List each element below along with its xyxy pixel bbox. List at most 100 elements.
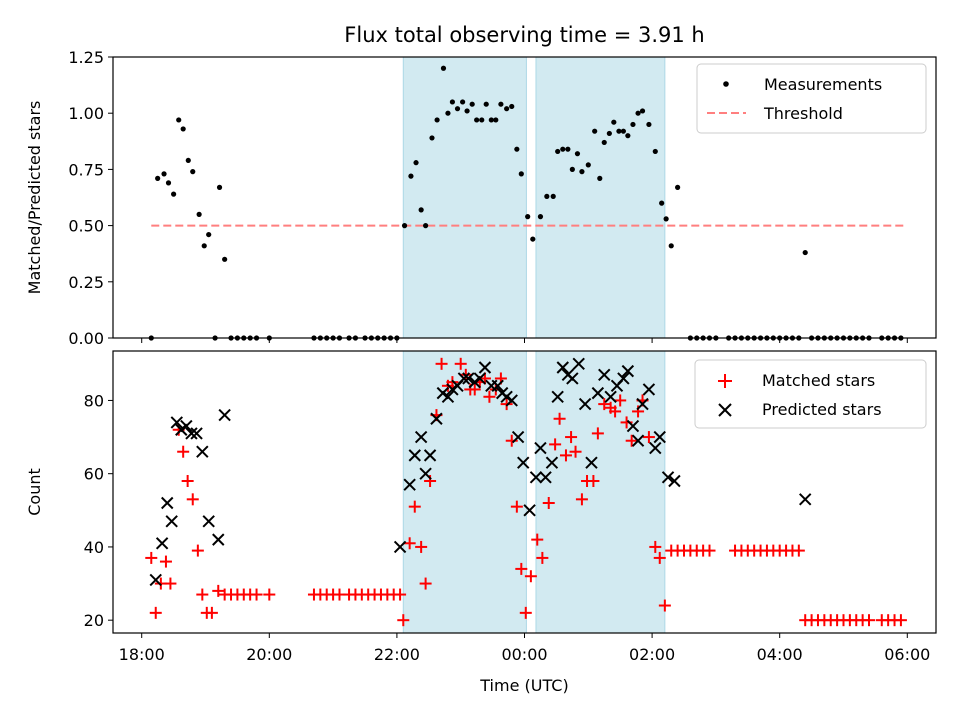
matched-star-point bbox=[536, 551, 549, 564]
x-tick-label: 18:00 bbox=[119, 645, 165, 664]
measurement-point bbox=[401, 223, 408, 229]
matched-star-point bbox=[653, 551, 666, 564]
measurement-point bbox=[616, 128, 622, 134]
legend-measurements-label: Measurements bbox=[764, 75, 882, 94]
matched-star-point bbox=[569, 445, 582, 458]
measurement-point bbox=[518, 171, 524, 177]
measurement-point bbox=[565, 146, 571, 152]
measurement-point bbox=[408, 173, 414, 179]
measurement-point bbox=[652, 148, 658, 155]
measurement-point bbox=[180, 126, 186, 132]
measurement-point bbox=[597, 175, 603, 181]
predicted-star-point bbox=[473, 372, 487, 385]
predicted-star-point bbox=[556, 361, 569, 374]
measurement-point bbox=[663, 216, 669, 222]
predicted-star-point bbox=[529, 471, 543, 484]
predicted-star-point bbox=[653, 430, 666, 444]
predicted-star-point bbox=[175, 423, 188, 436]
measurement-point bbox=[550, 193, 556, 199]
measurement-point bbox=[196, 211, 202, 217]
measurement-point bbox=[171, 191, 177, 197]
matched-star-point bbox=[519, 606, 532, 619]
matched-star-point bbox=[625, 434, 638, 447]
measurement-point bbox=[592, 128, 598, 134]
predicted-star-point bbox=[408, 449, 421, 462]
matched-star-point bbox=[649, 540, 662, 553]
legend-threshold-label: Threshold bbox=[763, 104, 843, 123]
predicted-star-point bbox=[393, 540, 407, 554]
measurement-point bbox=[675, 184, 681, 190]
matched-star-point bbox=[177, 445, 190, 458]
matched-star-point bbox=[524, 570, 537, 583]
measurement-point bbox=[537, 214, 544, 220]
x-tick-label: 20:00 bbox=[246, 645, 292, 664]
y-tick-label: 60 bbox=[84, 465, 104, 484]
matched-star-point bbox=[587, 475, 600, 488]
measurement-point bbox=[176, 117, 182, 123]
measurement-point bbox=[569, 166, 575, 172]
matched-star-point bbox=[149, 606, 162, 619]
predicted-star-point bbox=[517, 456, 530, 469]
matched-star-point bbox=[419, 577, 432, 590]
y-tick-label: 80 bbox=[84, 391, 104, 410]
y-tick-label: 40 bbox=[84, 538, 104, 557]
predicted-star-point bbox=[457, 372, 471, 385]
y-axis-label: Count bbox=[25, 468, 44, 516]
predicted-star-point bbox=[161, 496, 174, 510]
predicted-star-point bbox=[170, 416, 184, 429]
predicted-star-point bbox=[446, 383, 459, 396]
predicted-star-point bbox=[551, 390, 564, 403]
matched-star-point bbox=[263, 588, 276, 601]
predicted-star-point bbox=[185, 427, 198, 440]
measurement-point bbox=[469, 101, 475, 107]
measurement-point bbox=[474, 117, 480, 123]
x-axis-label: Time (UTC) bbox=[479, 676, 568, 695]
measurement-point bbox=[454, 106, 461, 112]
measurement-point bbox=[525, 214, 531, 220]
measurement-point bbox=[185, 157, 191, 164]
measurement-point bbox=[509, 103, 515, 110]
observing-span bbox=[402, 350, 527, 634]
matched-star-point bbox=[250, 588, 263, 601]
measurement-point bbox=[449, 99, 456, 105]
measurement-point bbox=[483, 101, 489, 107]
measurement-point bbox=[555, 148, 561, 155]
predicted-star-point bbox=[165, 515, 178, 528]
chart-title: Flux total observing time = 3.91 h bbox=[344, 23, 704, 47]
measurement-point bbox=[493, 117, 499, 123]
matched-star-point bbox=[191, 544, 204, 557]
y-tick-label: 0.25 bbox=[68, 273, 104, 292]
matched-star-point bbox=[792, 544, 805, 557]
matched-star-point bbox=[510, 500, 523, 513]
measurement-point bbox=[560, 146, 566, 152]
measurement-point bbox=[530, 236, 536, 242]
measurement-point bbox=[639, 108, 646, 114]
x-tick-label: 04:00 bbox=[757, 645, 803, 664]
matched-star-point bbox=[205, 606, 218, 619]
predicted-star-point bbox=[468, 375, 481, 389]
predicted-star-point bbox=[626, 419, 640, 433]
predicted-star-point bbox=[604, 390, 617, 403]
y-tick-label: 0.75 bbox=[68, 160, 104, 179]
x-tick-label: 06:00 bbox=[884, 645, 930, 664]
measurement-point bbox=[504, 106, 510, 112]
predicted-star-point bbox=[436, 386, 450, 400]
measurement-point bbox=[413, 160, 419, 166]
bottom-panel: 20 40 60 80 18:00 20:00 22:00 00:00 02:00 04:00 06… bbox=[25, 350, 937, 695]
y-tick-label: 1.25 bbox=[68, 48, 104, 67]
matched-star-point bbox=[394, 588, 407, 601]
measurement-point bbox=[646, 121, 652, 128]
predicted-star-point bbox=[430, 412, 443, 425]
matched-star-point bbox=[549, 438, 562, 451]
observing-span bbox=[402, 56, 527, 339]
predicted-star-point bbox=[212, 533, 225, 546]
predicted-star-point bbox=[799, 493, 812, 506]
matched-star-point bbox=[159, 555, 172, 568]
measurement-point bbox=[155, 175, 161, 181]
matched-star-point bbox=[415, 540, 428, 553]
predicted-star-point bbox=[462, 372, 475, 385]
measurement-point bbox=[802, 249, 808, 256]
measurement-point bbox=[440, 65, 447, 71]
matched-star-point bbox=[454, 357, 467, 370]
matched-star-point bbox=[591, 427, 604, 440]
